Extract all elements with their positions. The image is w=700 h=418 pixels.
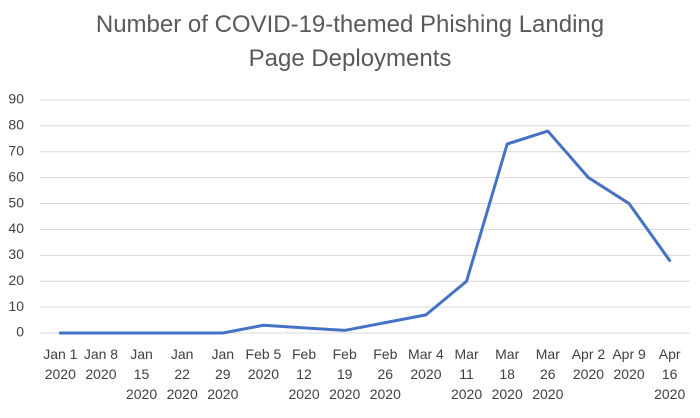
y-tick-label: 70 bbox=[8, 142, 24, 158]
x-tick-label: Jan 15 2020 bbox=[125, 346, 158, 402]
x-tick-label: Feb 26 2020 bbox=[369, 346, 401, 402]
x-tick-label: Mar 4 2020 bbox=[408, 346, 444, 382]
y-tick-label: 30 bbox=[8, 246, 24, 262]
x-tick-label: Mar 18 2020 bbox=[491, 346, 523, 402]
x-tick-label: Apr 16 2020 bbox=[654, 346, 686, 402]
x-tick-label: Jan 29 2020 bbox=[207, 346, 239, 402]
y-tick-label: 10 bbox=[8, 298, 24, 314]
y-tick-label: 90 bbox=[8, 91, 24, 107]
y-tick-label: 0 bbox=[16, 324, 24, 340]
y-tick-label: 40 bbox=[8, 220, 24, 236]
x-tick-label: Apr 2 2020 bbox=[571, 346, 606, 382]
x-tick-label: Apr 9 2020 bbox=[612, 346, 646, 382]
x-tick-label: Mar 26 2020 bbox=[532, 346, 564, 402]
y-tick-label: 60 bbox=[8, 168, 24, 184]
x-tick-label: Feb 5 2020 bbox=[245, 346, 282, 382]
y-tick-label: 80 bbox=[8, 117, 24, 133]
x-tick-label: Feb 19 2020 bbox=[329, 346, 361, 402]
x-tick-label: Jan 22 2020 bbox=[166, 346, 198, 402]
x-tick-label: Jan 1 2020 bbox=[43, 346, 78, 382]
y-tick-label: 20 bbox=[8, 272, 24, 288]
y-tick-label: 50 bbox=[8, 194, 24, 210]
chart-title: Number of COVID-19-themed Phishing Landi… bbox=[95, 11, 605, 72]
x-tick-label: Feb 12 2020 bbox=[288, 346, 320, 402]
x-tick-label: Jan 8 2020 bbox=[83, 346, 119, 382]
line bbox=[58, 129, 672, 335]
x-tick-label: Mar 11 2020 bbox=[450, 346, 483, 402]
